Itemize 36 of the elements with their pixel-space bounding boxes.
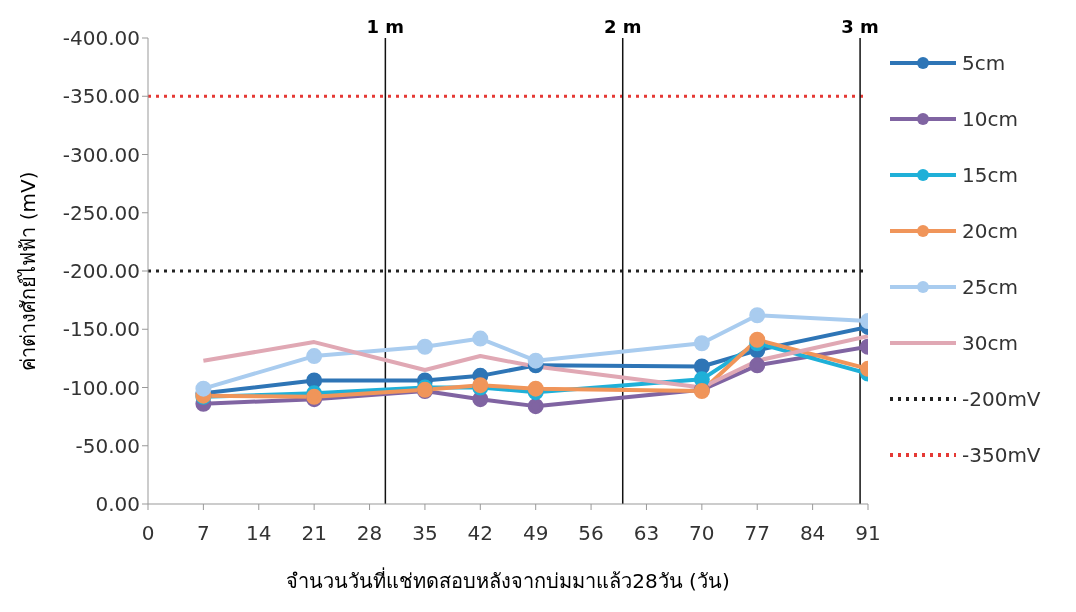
ref-line-label: 3 m	[841, 16, 879, 37]
legend-label: -350mV	[962, 443, 1041, 467]
legend-label: 5cm	[962, 51, 1006, 75]
x-tick-label: 56	[578, 521, 604, 546]
x-tick-label: 70	[689, 521, 715, 546]
x-tick-label: 91	[855, 521, 881, 546]
legend-label: 30cm	[962, 331, 1018, 355]
x-tick-label: 49	[522, 521, 549, 546]
x-tick-label: 35	[412, 521, 438, 546]
legend-label: -200mV	[962, 387, 1041, 411]
legend-label: 15cm	[962, 163, 1018, 187]
legend-label: 10cm	[962, 107, 1018, 131]
x-tick-label: 0	[141, 521, 155, 546]
y-tick-label: -50.00	[75, 433, 140, 458]
x-tick-label: 42	[467, 521, 494, 546]
y-tick-label: -100.00	[62, 375, 140, 400]
ref-line-label: 2 m	[603, 16, 642, 37]
y-tick-label: -400.00	[62, 26, 140, 51]
y-tick-label: -250.00	[62, 200, 140, 225]
y-tick-label: -150.00	[62, 317, 140, 342]
x-tick-label: 77	[744, 521, 770, 546]
x-tick-label: 63	[633, 521, 660, 546]
x-tick-label: 7	[197, 521, 210, 546]
y-tick-label: -350.00	[62, 84, 140, 109]
legend-label: 25cm	[962, 275, 1018, 299]
x-tick-label: 28	[356, 521, 383, 546]
x-tick-label: 14	[246, 521, 272, 546]
y-axis-title: ค่าต่างศักย์ไฟฟ้า (mV)	[16, 171, 41, 371]
ref-line-label: 1 m	[366, 16, 405, 37]
legend-label: 20cm	[962, 219, 1018, 243]
y-tick-label: 0.00	[95, 492, 140, 517]
y-tick-label: -300.00	[62, 142, 140, 167]
x-tick-label: 84	[799, 521, 826, 546]
x-tick-label: 21	[301, 521, 327, 546]
x-axis-title: จำนวนวันที่แช่ทดสอบหลังจากบ่มมาแล้ว28วัน (วัน)	[286, 567, 730, 594]
y-tick-label: -200.00	[62, 259, 140, 284]
